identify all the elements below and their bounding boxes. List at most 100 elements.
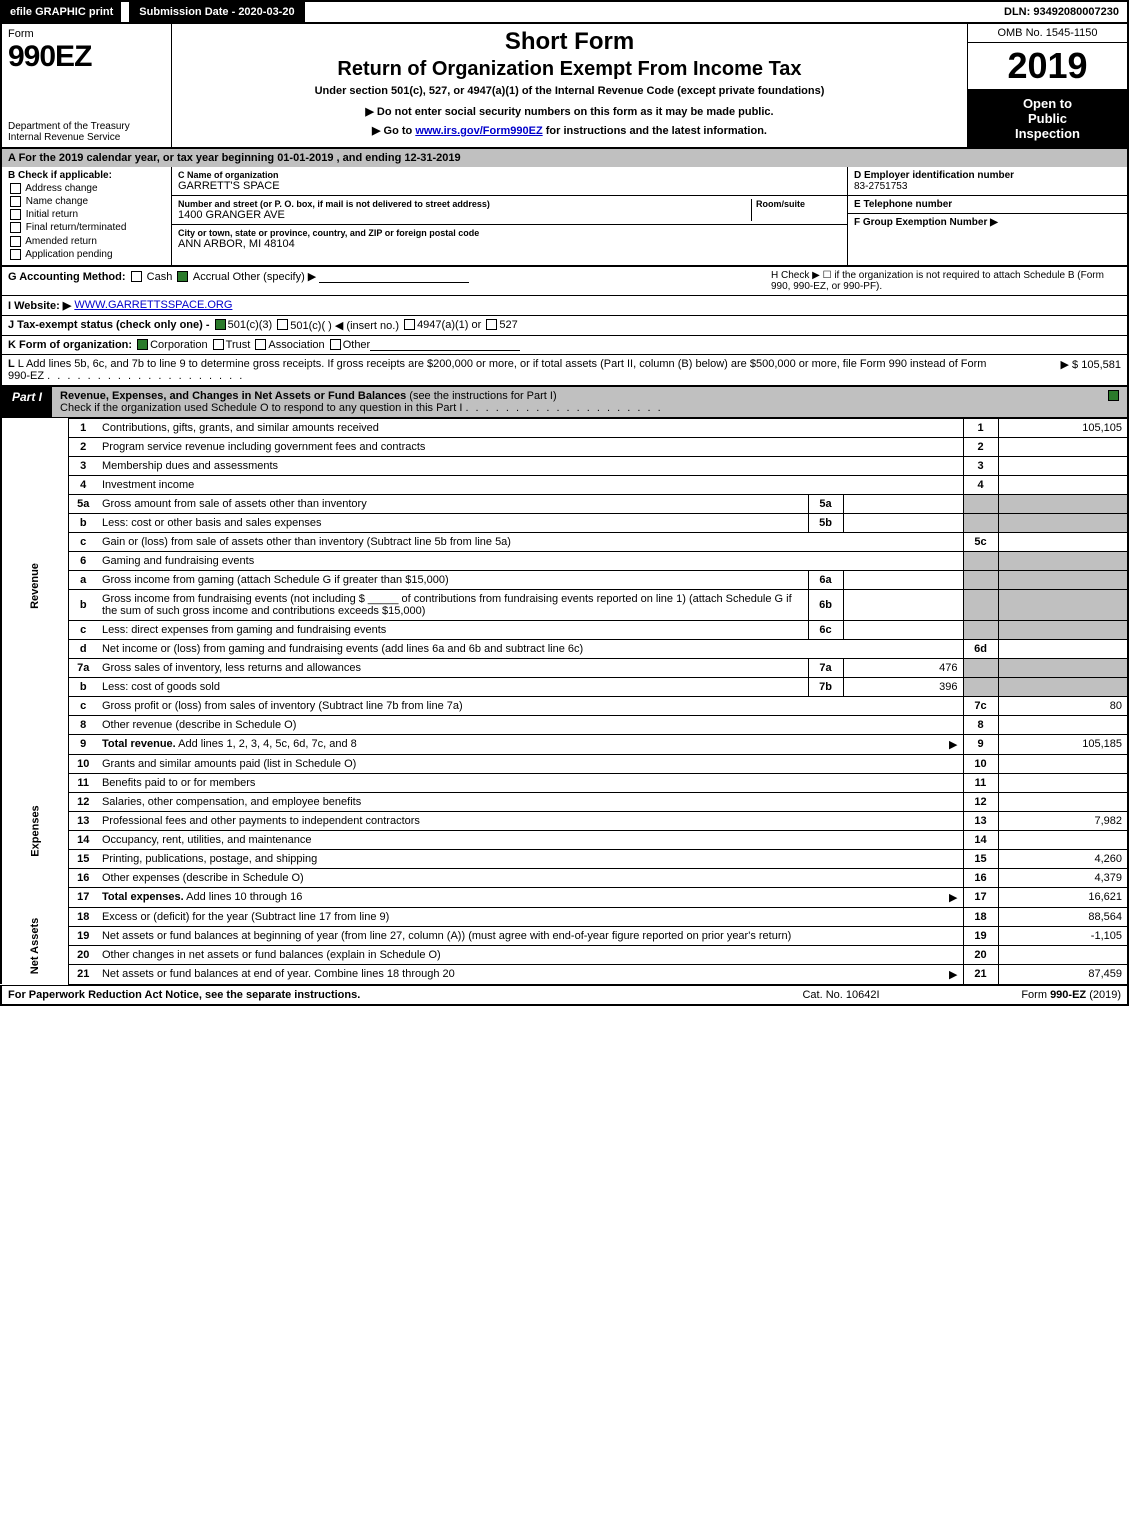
opt-4947: 4947(a)(1) or bbox=[417, 319, 481, 332]
line-row: 5aGross amount from sale of assets other… bbox=[1, 494, 1128, 513]
sub-line-value: 396 bbox=[843, 677, 963, 696]
chk-final-return[interactable]: Final return/terminated bbox=[8, 222, 165, 233]
tax-year: 2019 bbox=[968, 43, 1127, 90]
sub-line-value bbox=[843, 513, 963, 532]
part-i-table: Revenue1Contributions, gifts, grants, an… bbox=[0, 418, 1129, 985]
line-description: Professional fees and other payments to … bbox=[97, 811, 963, 830]
line-number: 13 bbox=[69, 811, 97, 830]
accounting-method: G Accounting Method: Cash Accrual Other … bbox=[8, 270, 771, 292]
efile-label[interactable]: efile GRAPHIC print bbox=[2, 2, 121, 22]
chk-initial-return[interactable]: Initial return bbox=[8, 209, 165, 220]
line-row: Net Assets18Excess or (deficit) for the … bbox=[1, 907, 1128, 926]
result-line-number: 9 bbox=[963, 734, 998, 754]
col-b-check-if-applicable: B Check if applicable: Address change Na… bbox=[2, 167, 172, 265]
dept-treasury: Department of the Treasury Internal Reve… bbox=[8, 121, 165, 143]
line-row: 13Professional fees and other payments t… bbox=[1, 811, 1128, 830]
line-row: 2Program service revenue including gover… bbox=[1, 437, 1128, 456]
chk-address-change[interactable]: Address change bbox=[8, 183, 165, 194]
subtitle: Under section 501(c), 527, or 4947(a)(1)… bbox=[178, 85, 961, 97]
chk-application-pending[interactable]: Application pending bbox=[8, 249, 165, 260]
dept-line1: Department of the Treasury bbox=[8, 121, 130, 132]
tax-period: A For the 2019 calendar year, or tax yea… bbox=[0, 149, 1129, 167]
line-row: 19Net assets or fund balances at beginni… bbox=[1, 926, 1128, 945]
chk-accrual[interactable] bbox=[177, 271, 188, 282]
result-amount bbox=[998, 532, 1128, 551]
line-number: 20 bbox=[69, 945, 97, 964]
chk-cash[interactable] bbox=[131, 271, 142, 282]
form-header: Form 990EZ Department of the Treasury In… bbox=[0, 22, 1129, 149]
line-number: 8 bbox=[69, 715, 97, 734]
line-row: bLess: cost or other basis and sales exp… bbox=[1, 513, 1128, 532]
line-row: 14Occupancy, rent, utilities, and mainte… bbox=[1, 830, 1128, 849]
chk-4947[interactable] bbox=[404, 319, 415, 330]
line-row: 6Gaming and fundraising events bbox=[1, 551, 1128, 570]
line-number: 10 bbox=[69, 754, 97, 773]
chk-trust[interactable] bbox=[213, 339, 224, 350]
line-number: 9 bbox=[69, 734, 97, 754]
line-row: 17Total expenses. Add lines 10 through 1… bbox=[1, 887, 1128, 907]
line-description: Occupancy, rent, utilities, and maintena… bbox=[97, 830, 963, 849]
result-amount: 80 bbox=[998, 696, 1128, 715]
result-line-number: 3 bbox=[963, 456, 998, 475]
line-description: Net assets or fund balances at end of ye… bbox=[97, 964, 963, 984]
opt-association: Association bbox=[268, 339, 324, 351]
line-row: 21Net assets or fund balances at end of … bbox=[1, 964, 1128, 984]
city-row: City or town, state or province, country… bbox=[172, 225, 847, 253]
title-return: Return of Organization Exempt From Incom… bbox=[178, 58, 961, 81]
line-number: 16 bbox=[69, 868, 97, 887]
sub-line-value: 476 bbox=[843, 658, 963, 677]
chk-corporation[interactable] bbox=[137, 339, 148, 350]
other-specify-input[interactable] bbox=[319, 271, 469, 283]
result-amount: 4,379 bbox=[998, 868, 1128, 887]
shaded-cell bbox=[998, 570, 1128, 589]
result-amount bbox=[998, 456, 1128, 475]
result-line-number: 1 bbox=[963, 418, 998, 437]
line-description: Membership dues and assessments bbox=[97, 456, 963, 475]
website-link[interactable]: WWW.GARRETTSSPACE.ORG bbox=[74, 299, 232, 312]
line-row: 3Membership dues and assessments3 bbox=[1, 456, 1128, 475]
shaded-cell bbox=[963, 658, 998, 677]
row-g-h: G Accounting Method: Cash Accrual Other … bbox=[0, 267, 1129, 296]
chk-527[interactable] bbox=[486, 319, 497, 330]
other-org-input[interactable] bbox=[370, 339, 520, 351]
result-line-number: 19 bbox=[963, 926, 998, 945]
result-amount: 7,982 bbox=[998, 811, 1128, 830]
chk-name-change[interactable]: Name change bbox=[8, 196, 165, 207]
line-number: c bbox=[69, 620, 97, 639]
result-line-number: 8 bbox=[963, 715, 998, 734]
chk-amended-return[interactable]: Amended return bbox=[8, 236, 165, 247]
line-number: 19 bbox=[69, 926, 97, 945]
line-row: cGross profit or (loss) from sales of in… bbox=[1, 696, 1128, 715]
chk-other-org[interactable] bbox=[330, 339, 341, 350]
sub-line-number: 6c bbox=[808, 620, 843, 639]
irs-link[interactable]: www.irs.gov/Form990EZ bbox=[415, 125, 542, 137]
line-number: 11 bbox=[69, 773, 97, 792]
line-row: bLess: cost of goods sold7b396 bbox=[1, 677, 1128, 696]
sub-line-value bbox=[843, 570, 963, 589]
result-amount bbox=[998, 773, 1128, 792]
line-description: Net assets or fund balances at beginning… bbox=[97, 926, 963, 945]
line-number: b bbox=[69, 677, 97, 696]
chk-501c[interactable] bbox=[277, 319, 288, 330]
l-amount-label: ▶ $ bbox=[1061, 359, 1079, 371]
inspection-l1: Open to bbox=[972, 96, 1123, 111]
line-description: Grants and similar amounts paid (list in… bbox=[97, 754, 963, 773]
result-line-number: 20 bbox=[963, 945, 998, 964]
j-label: J Tax-exempt status (check only one) - bbox=[8, 319, 210, 332]
sub-line-number: 6a bbox=[808, 570, 843, 589]
chk-association[interactable] bbox=[255, 339, 266, 350]
col-c-org-info: C Name of organization GARRETT'S SPACE N… bbox=[172, 167, 847, 265]
line-description: Gain or (loss) from sale of assets other… bbox=[97, 532, 963, 551]
k-label: K Form of organization: bbox=[8, 339, 132, 351]
line-row: 16Other expenses (describe in Schedule O… bbox=[1, 868, 1128, 887]
street-row: Number and street (or P. O. box, if mail… bbox=[172, 196, 847, 225]
entity-block: B Check if applicable: Address change Na… bbox=[0, 167, 1129, 267]
chk-schedule-o[interactable] bbox=[1108, 390, 1119, 401]
expenses-side-label: Expenses bbox=[1, 754, 69, 907]
chk-501c3[interactable] bbox=[215, 319, 226, 330]
shaded-cell bbox=[963, 570, 998, 589]
sub-line-value bbox=[843, 620, 963, 639]
result-line-number: 2 bbox=[963, 437, 998, 456]
result-amount bbox=[998, 945, 1128, 964]
result-line-number: 13 bbox=[963, 811, 998, 830]
